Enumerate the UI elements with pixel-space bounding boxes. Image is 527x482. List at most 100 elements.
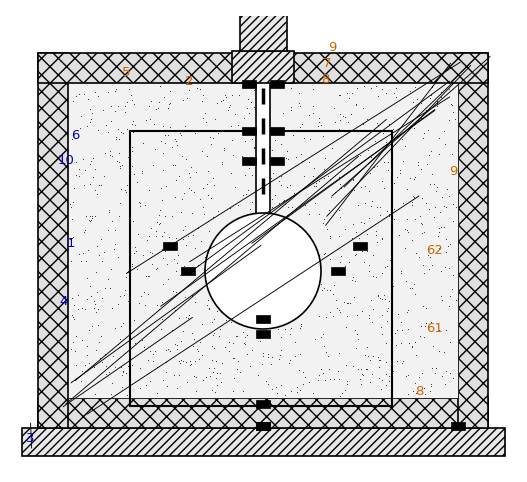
- Point: [374, 291, 382, 298]
- Point: [346, 300, 354, 308]
- Point: [265, 230, 273, 238]
- Point: [446, 338, 455, 346]
- Point: [332, 296, 340, 304]
- Point: [434, 232, 442, 240]
- Point: [440, 348, 448, 356]
- Point: [405, 339, 414, 347]
- Bar: [68, 83, 458, 398]
- Point: [70, 315, 78, 323]
- Point: [68, 311, 76, 319]
- Point: [398, 326, 406, 334]
- Point: [85, 160, 94, 168]
- Point: [128, 361, 136, 369]
- Point: [322, 313, 330, 321]
- Point: [406, 87, 415, 95]
- Point: [296, 123, 304, 131]
- Point: [388, 230, 397, 238]
- Point: [411, 338, 419, 346]
- Point: [81, 361, 89, 369]
- Point: [409, 192, 417, 200]
- Point: [93, 190, 101, 198]
- Point: [349, 294, 358, 301]
- Point: [432, 364, 441, 372]
- Point: [91, 300, 99, 308]
- Point: [123, 297, 132, 305]
- Point: [179, 357, 188, 365]
- Point: [279, 197, 287, 205]
- Point: [408, 342, 417, 349]
- Point: [101, 149, 110, 157]
- Point: [435, 134, 443, 142]
- Point: [424, 126, 432, 134]
- Point: [152, 228, 161, 235]
- Point: [84, 216, 93, 224]
- Point: [272, 224, 281, 232]
- Point: [325, 206, 333, 214]
- Point: [200, 211, 208, 218]
- Point: [255, 121, 263, 129]
- Point: [156, 82, 164, 90]
- Point: [377, 269, 386, 277]
- Point: [366, 356, 375, 363]
- Point: [157, 185, 165, 192]
- Point: [436, 208, 444, 215]
- Point: [84, 95, 92, 103]
- Point: [225, 347, 233, 354]
- Point: [86, 106, 94, 113]
- Point: [386, 176, 395, 184]
- Point: [421, 322, 429, 330]
- Point: [217, 378, 226, 386]
- Point: [238, 152, 246, 160]
- Point: [68, 234, 76, 242]
- Point: [220, 261, 228, 268]
- Point: [150, 145, 159, 153]
- Point: [351, 252, 359, 259]
- Point: [181, 293, 189, 301]
- Point: [152, 363, 161, 371]
- Point: [155, 220, 163, 228]
- Point: [228, 92, 236, 99]
- Point: [209, 174, 217, 182]
- Point: [277, 140, 285, 148]
- Point: [452, 296, 460, 304]
- Point: [275, 177, 283, 185]
- Point: [187, 210, 196, 217]
- Point: [344, 299, 352, 307]
- Point: [172, 234, 181, 241]
- Bar: [256, 422, 270, 430]
- Point: [115, 165, 124, 173]
- Point: [69, 338, 77, 346]
- Point: [136, 200, 144, 207]
- Point: [94, 252, 103, 259]
- Point: [130, 100, 138, 108]
- Point: [239, 191, 248, 199]
- Point: [272, 301, 280, 308]
- Point: [202, 373, 210, 381]
- Point: [310, 164, 318, 172]
- Point: [330, 118, 339, 126]
- Point: [352, 100, 360, 108]
- Point: [261, 377, 270, 385]
- Point: [363, 365, 372, 373]
- Point: [264, 132, 272, 140]
- Point: [317, 333, 325, 341]
- Point: [230, 110, 239, 118]
- Point: [177, 337, 186, 345]
- Point: [287, 388, 295, 395]
- Text: 3: 3: [26, 432, 35, 445]
- Point: [235, 92, 243, 99]
- Point: [392, 93, 400, 101]
- Point: [286, 107, 295, 114]
- Point: [191, 357, 200, 365]
- Point: [446, 292, 454, 300]
- Point: [125, 182, 134, 189]
- Point: [148, 311, 157, 319]
- Point: [192, 84, 201, 92]
- Point: [250, 283, 259, 291]
- Point: [88, 322, 96, 330]
- Point: [159, 149, 167, 157]
- Point: [249, 224, 258, 231]
- Point: [309, 85, 317, 93]
- Point: [148, 326, 156, 334]
- Point: [274, 326, 282, 334]
